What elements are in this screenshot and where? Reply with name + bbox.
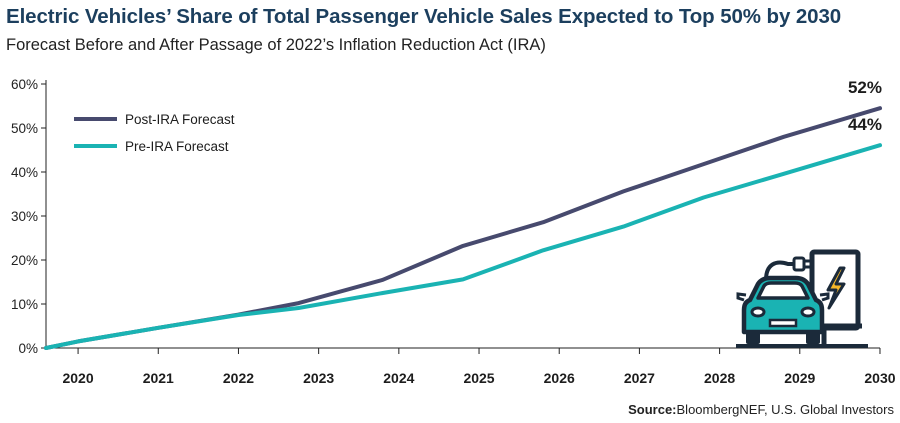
- x-tick-label: 2021: [143, 370, 174, 386]
- y-tick-label: 10%: [11, 297, 38, 312]
- x-tick-label: 2030: [864, 370, 895, 386]
- y-tick-label: 0%: [18, 341, 38, 356]
- chart-series: 52% 44%: [44, 78, 882, 350]
- source-note: Source:BloombergNEF, U.S. Global Investo…: [628, 402, 894, 417]
- x-tick-label: 2026: [544, 370, 575, 386]
- x-tick-label: 2024: [383, 370, 414, 386]
- source-text: BloombergNEF, U.S. Global Investors: [676, 402, 894, 417]
- chart-subtitle: Forecast Before and After Passage of 202…: [6, 36, 546, 54]
- legend-label-pre-ira: Pre-IRA Forecast: [125, 139, 229, 154]
- y-tick-label: 30%: [11, 209, 38, 224]
- y-tick-label: 50%: [11, 121, 38, 136]
- x-tick-label: 2025: [463, 370, 494, 386]
- x-tick-label: 2028: [704, 370, 735, 386]
- legend-label-post-ira: Post-IRA Forecast: [125, 112, 235, 127]
- x-tick-label: 2029: [784, 370, 815, 386]
- series-line-pre-ira: [44, 143, 882, 350]
- data-label-pre-ira: 44%: [848, 115, 882, 134]
- x-tick-label: 2023: [303, 370, 334, 386]
- source-label: Source:: [628, 402, 677, 417]
- x-tick-label: 2020: [62, 370, 93, 386]
- ev-charging-car-icon: [736, 249, 868, 348]
- x-tick-label: 2027: [624, 370, 655, 386]
- chart-title: Electric Vehicles’ Share of Total Passen…: [6, 5, 842, 28]
- chart-legend: Post-IRA Forecast Pre-IRA Forecast: [74, 112, 235, 154]
- y-tick-label: 40%: [11, 165, 38, 180]
- y-tick-label: 20%: [11, 253, 38, 268]
- x-tick-label: 2022: [223, 370, 254, 386]
- y-tick-label: 60%: [11, 77, 38, 92]
- data-label-post-ira: 52%: [848, 78, 882, 97]
